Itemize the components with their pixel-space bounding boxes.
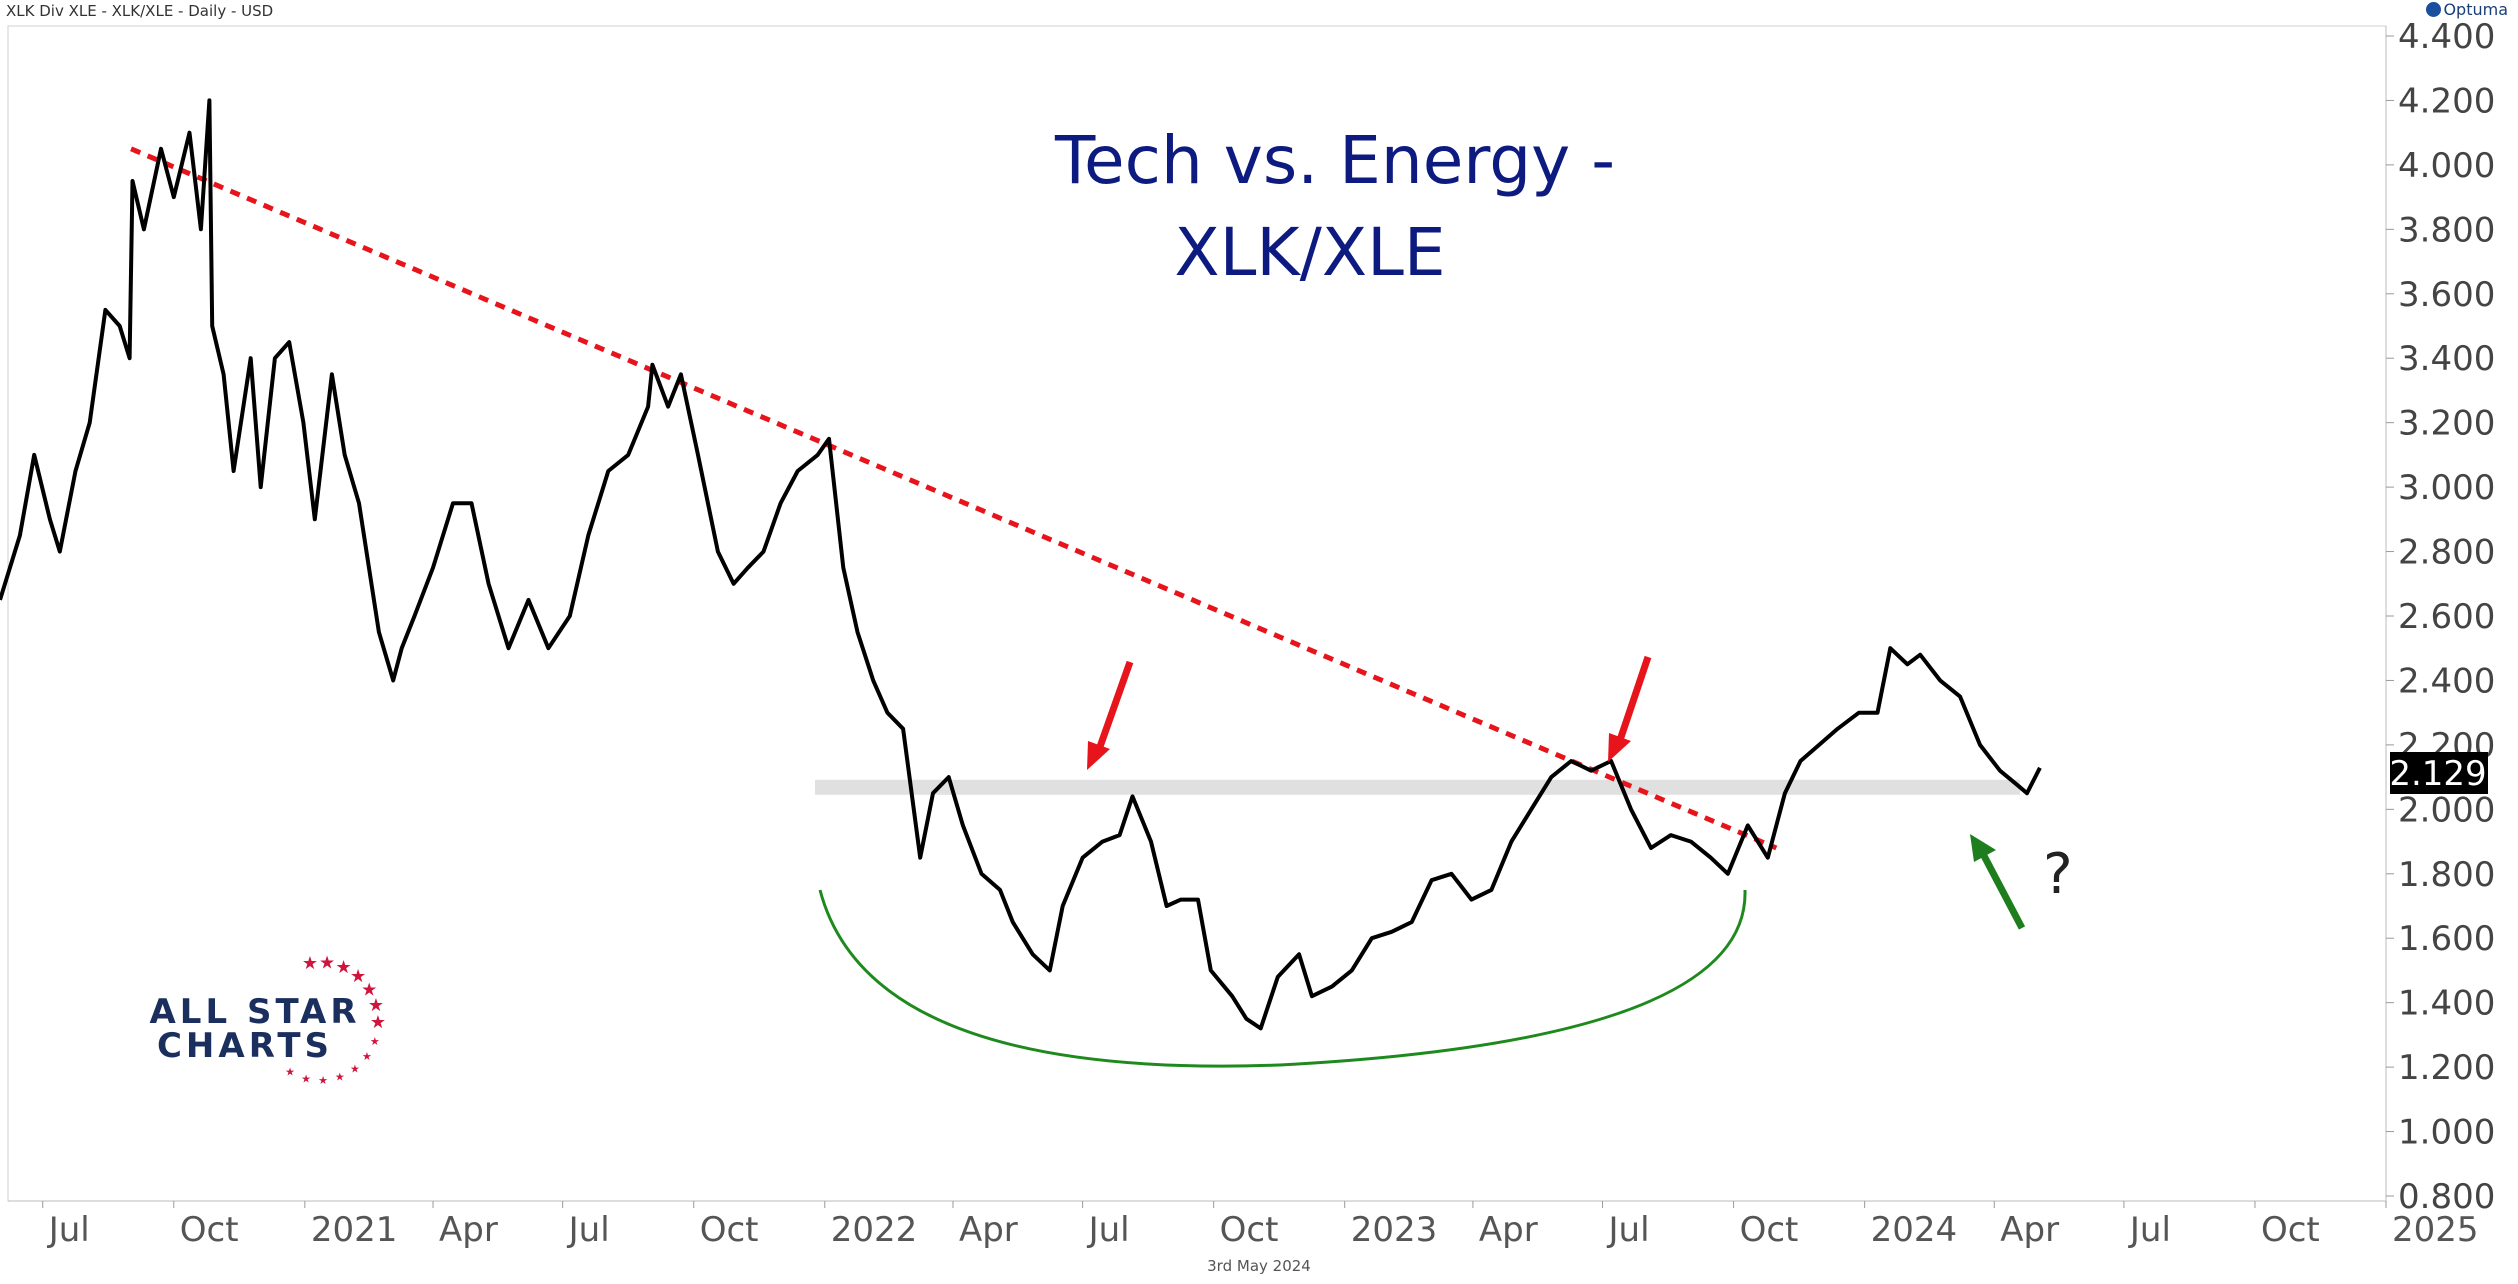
x-tick-label: 2025 [2392,1210,2479,1250]
logo-line-2: CHARTS [157,1026,333,1066]
logo-line-1: ALL STAR [149,992,360,1032]
x-tick-label: 2022 [831,1210,918,1250]
x-tick-label: Oct [1220,1210,1279,1250]
title-line-2: XLK/XLE [1174,214,1445,291]
brand-label: Optuma [2426,0,2508,19]
y-tick-label: 1.800 [2398,855,2495,895]
logo-star-icon: ★ [362,1050,372,1063]
x-tick-label: Oct [1740,1210,1799,1250]
support-band [815,779,2020,795]
date-line: 3rd May 2024 [1207,1257,1311,1275]
optuma-logo-icon [2426,2,2442,17]
x-tick-label: Oct [700,1210,759,1250]
logo-star-icon: ★ [370,1035,380,1048]
y-tick-label: 4.200 [2398,81,2495,121]
logo-star-icon: ★ [361,979,377,1000]
x-tick-label: Jul [567,1210,610,1250]
y-tick-label: 2.600 [2398,597,2495,637]
y-tick-label: 2.800 [2398,533,2495,573]
last-value-badge: 2.129 [2389,752,2488,794]
logo-star-icon: ★ [350,966,366,987]
plot-frame [7,25,2387,1202]
x-tick-label: 2023 [1351,1210,1438,1250]
red-arrow-right [1613,655,1652,751]
green-arrow-up [1978,850,2026,930]
y-tick-label: 3.000 [2398,468,2495,508]
rounding-bottom-arc [818,889,1747,1068]
logo-star-icon: ★ [336,957,352,978]
logo-stars-icon: ★ ★ ★★★★★★★★★★★★ [285,952,386,1087]
x-tick-label: Apr [439,1210,498,1250]
logo-star-icon: ★ [350,1062,360,1075]
x-axis-ticks: Jul Oct 2021 Apr Jul Oct 2022 Apr Jul Oct 2023 Apr J… [42,1201,2479,1250]
green-arrowhead [1970,834,1996,862]
brand-text: Optuma [2443,0,2508,19]
x-tick-label: Apr [2000,1210,2059,1250]
y-tick-label: 1.400 [2398,984,2495,1024]
red-arrowhead-left [1087,741,1110,770]
y-tick-label: 3.800 [2398,210,2495,250]
x-tick-label: 2024 [1871,1210,1958,1250]
chart-header: XLK Div XLE - XLK/XLE - Daily - USD [6,2,274,20]
title-line-1: Tech vs. Energy - [1054,122,1615,199]
y-tick-label: 1.600 [2398,919,2495,959]
x-tick-label: Jul [47,1210,90,1250]
logo-star-icon: ★ [370,1012,386,1033]
x-tick-label: Apr [1479,1210,1538,1250]
logo-star-icon: ★ [301,1072,311,1085]
y-tick-label: 3.200 [2398,404,2495,444]
y-tick-label: 3.600 [2398,275,2495,315]
y-tick-label: 2.400 [2398,661,2495,701]
x-tick-label: Jul [2128,1210,2171,1250]
logo-star-icon: ★ [302,953,318,974]
x-tick-label: Apr [959,1210,1018,1250]
logo-star-icon: ★ [285,1066,295,1079]
x-tick-label: 2021 [311,1210,398,1250]
y-tick-label: 1.200 [2398,1048,2495,1088]
y-axis-ticks: 4.400 4.200 4.000 3.800 3.600 3.400 3.200 3.000… [2386,17,2495,1217]
downtrend-line [130,146,1778,851]
y-tick-label: 1.000 [2398,1113,2495,1153]
x-tick-label: Jul [1607,1210,1650,1250]
x-tick-label: Oct [2261,1210,2320,1250]
logo-star-icon: ★ [368,995,384,1016]
question-mark: ? [2043,842,2073,907]
y-tick-label: 4.000 [2398,146,2495,186]
logo-star-icon: ★ [319,952,335,973]
y-tick-label: 0.800 [2398,1177,2495,1217]
y-tick-label: 3.400 [2398,339,2495,379]
logo-star-icon: ★ [335,1071,345,1084]
red-arrowhead-right [1608,733,1631,762]
last-value-text: 2.129 [2389,754,2486,794]
y-tick-label: 2.000 [2398,790,2495,830]
logo-star-icon: ★ [318,1074,328,1087]
y-tick-label: 4.400 [2398,17,2495,57]
red-arrow-left [1092,660,1134,760]
price-line [0,98,2042,1031]
x-tick-label: Jul [1087,1210,1130,1250]
x-tick-label: Oct [180,1210,239,1250]
all-star-charts-logo: ALL STAR CHARTS ★ ★ ★★★★★★★★★★★★ [149,952,386,1087]
